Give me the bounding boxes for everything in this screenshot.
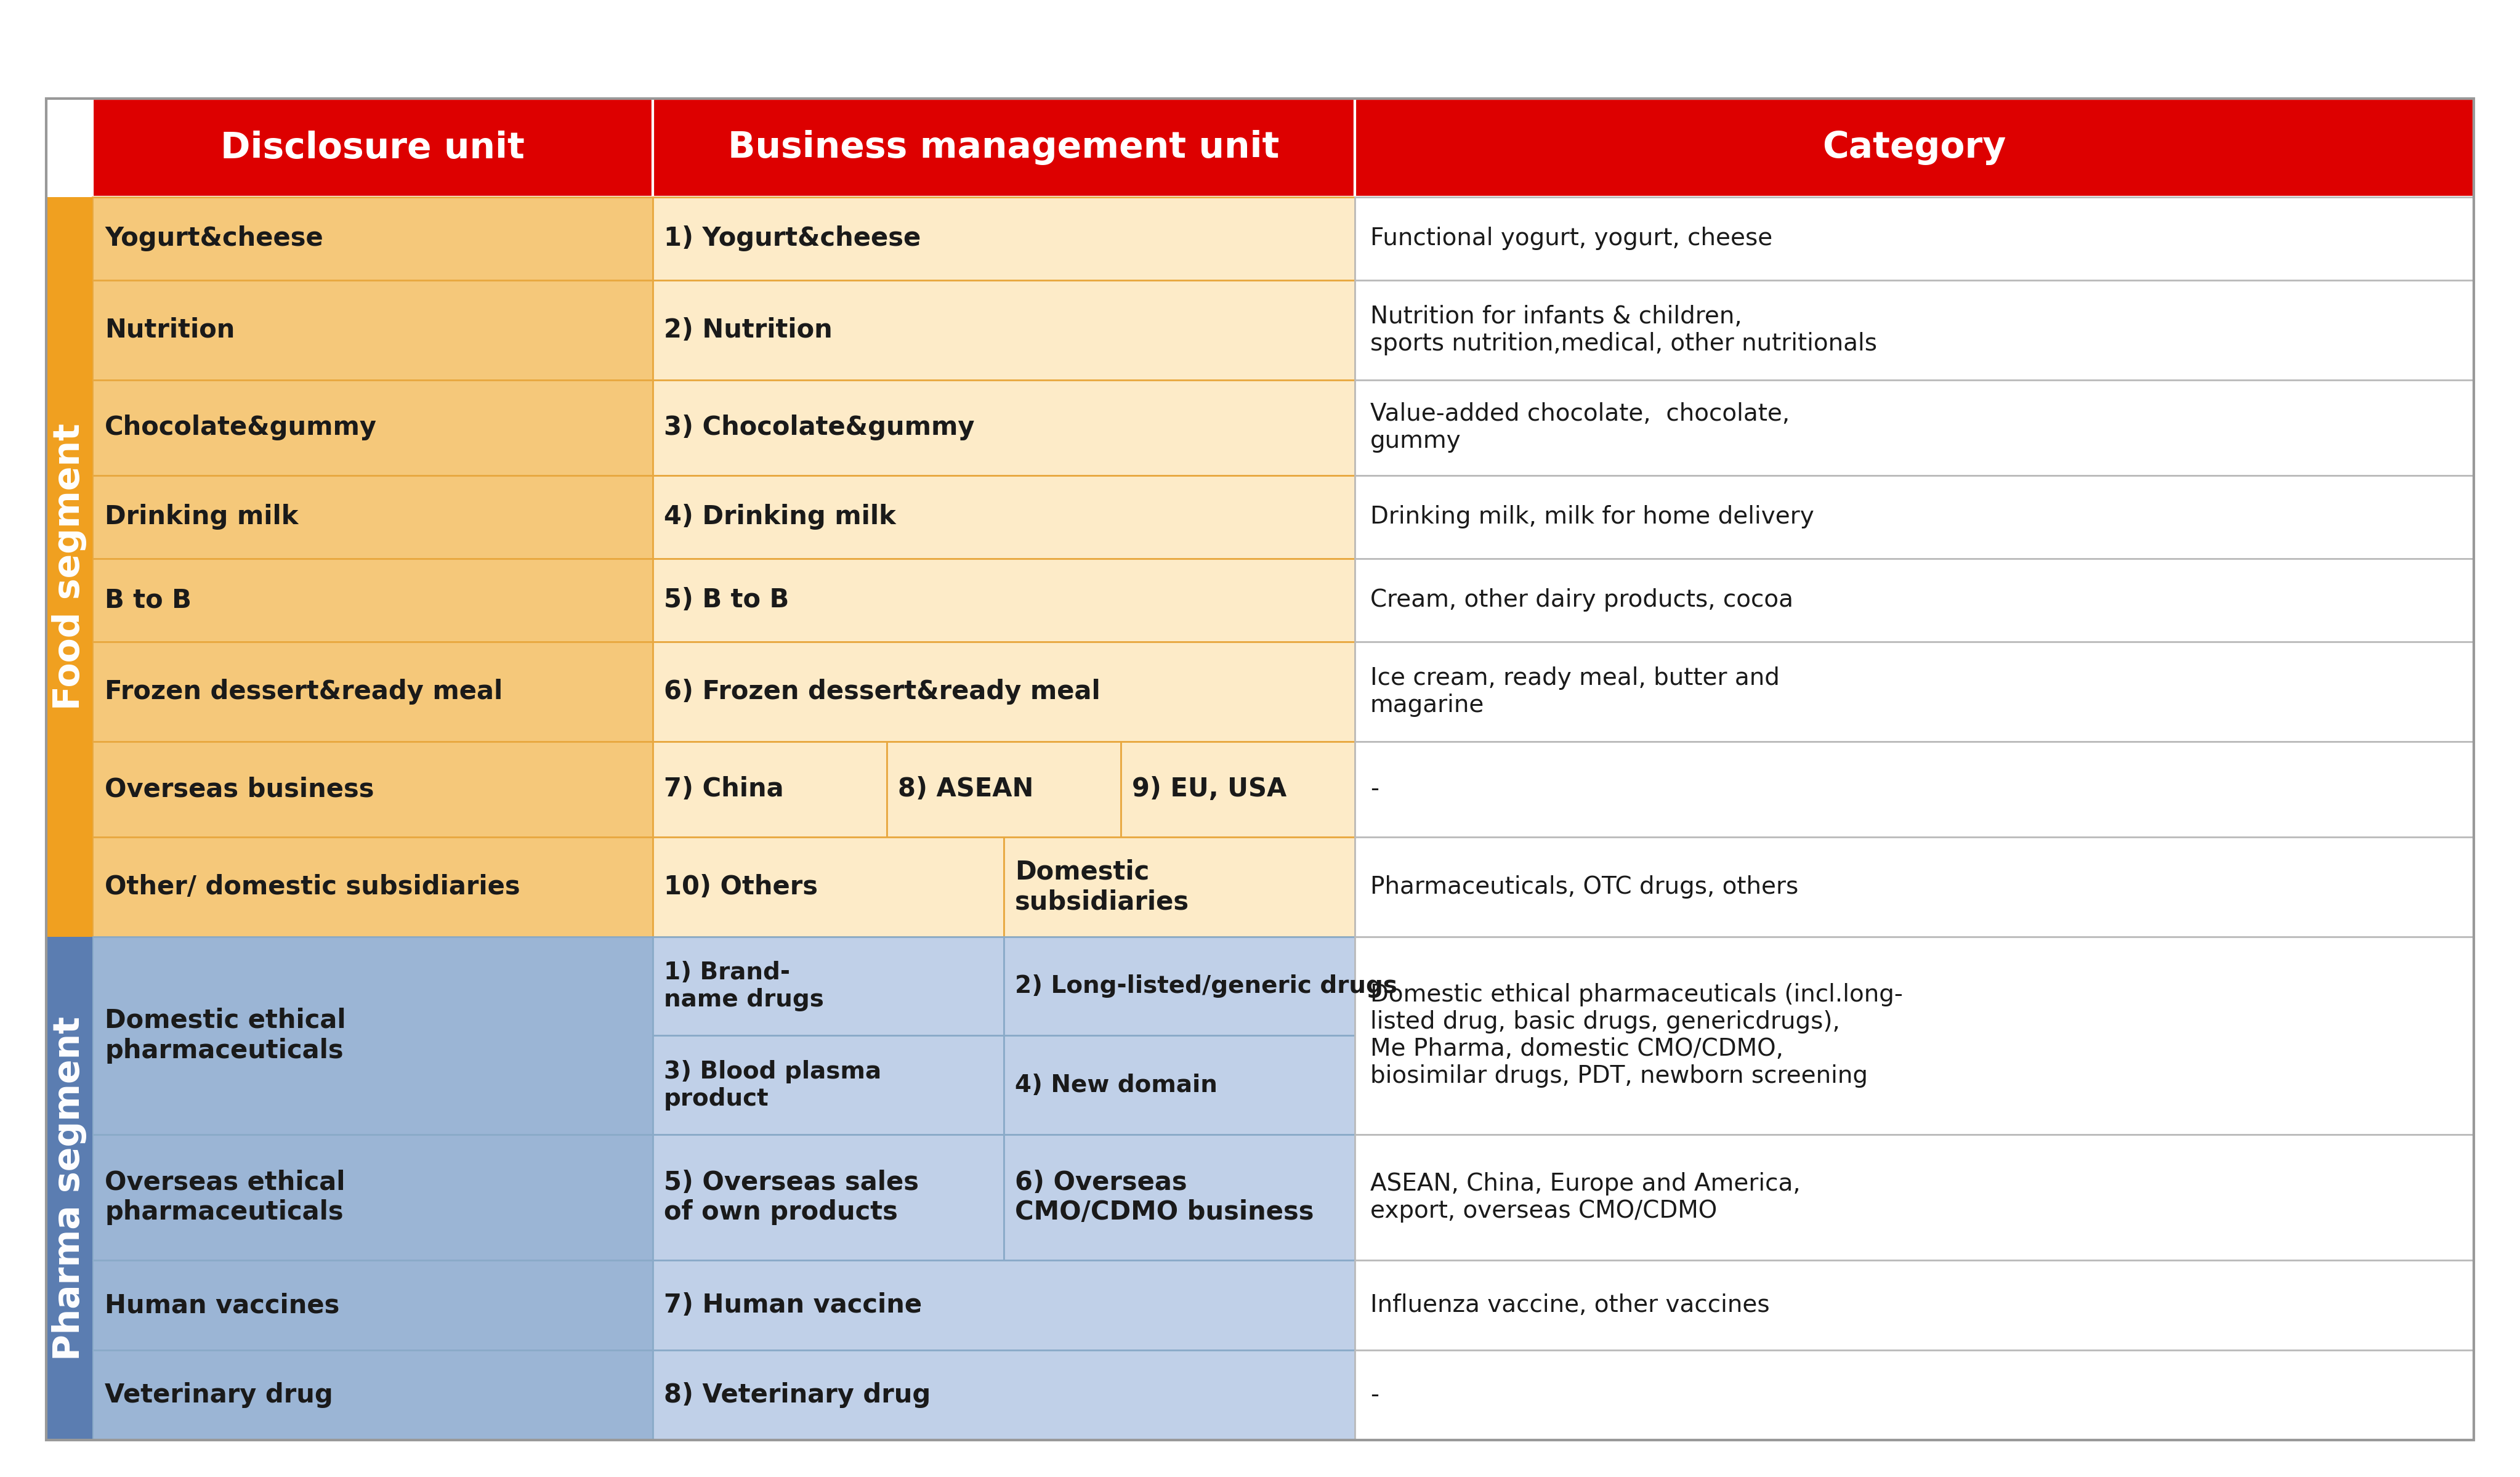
Text: Influenza vaccine, other vaccines: Influenza vaccine, other vaccines: [1371, 1294, 1769, 1317]
Text: Overseas ethical
pharmaceuticals: Overseas ethical pharmaceuticals: [106, 1170, 345, 1226]
Text: 1) Brand-
name drugs: 1) Brand- name drugs: [663, 962, 824, 1012]
Bar: [93, 837, 653, 936]
Text: Drinking milk: Drinking milk: [106, 504, 297, 530]
Text: Chocolate&gummy: Chocolate&gummy: [106, 415, 378, 440]
Bar: [1356, 99, 2475, 196]
Text: 7) Human vaccine: 7) Human vaccine: [663, 1292, 922, 1317]
Bar: [1356, 741, 2475, 837]
Bar: [93, 476, 653, 558]
Text: Other/ domestic subsidiaries: Other/ domestic subsidiaries: [106, 874, 519, 899]
Text: 7) China: 7) China: [663, 777, 784, 802]
Text: 6) Overseas
CMO/CDMO business: 6) Overseas CMO/CDMO business: [1016, 1170, 1313, 1226]
Bar: [653, 380, 1356, 476]
Text: 10) Others: 10) Others: [663, 874, 819, 899]
Bar: [1356, 380, 2475, 476]
Bar: [653, 936, 1003, 1035]
Text: Pharma segment: Pharma segment: [53, 1016, 86, 1360]
Bar: [1356, 936, 2475, 1134]
Bar: [93, 1260, 653, 1350]
Bar: [93, 380, 653, 476]
Text: Frozen dessert&ready meal: Frozen dessert&ready meal: [106, 678, 501, 705]
Bar: [45, 936, 93, 1440]
Bar: [1003, 1134, 1356, 1260]
Text: Value-added chocolate,  chocolate,
gummy: Value-added chocolate, chocolate, gummy: [1371, 402, 1789, 453]
Bar: [93, 196, 653, 281]
Text: 6) Frozen dessert&ready meal: 6) Frozen dessert&ready meal: [663, 678, 1101, 705]
Text: Drinking milk, milk for home delivery: Drinking milk, milk for home delivery: [1371, 505, 1814, 529]
Bar: [1003, 1035, 1356, 1134]
Text: ASEAN, China, Europe and America,
export, overseas CMO/CDMO: ASEAN, China, Europe and America, export…: [1371, 1173, 1799, 1223]
Text: Domestic ethical
pharmaceuticals: Domestic ethical pharmaceuticals: [106, 1007, 345, 1063]
Bar: [1356, 281, 2475, 380]
Bar: [93, 641, 653, 741]
Bar: [653, 281, 1356, 380]
Text: Ice cream, ready meal, butter and
magarine: Ice cream, ready meal, butter and magari…: [1371, 666, 1779, 716]
Bar: [653, 558, 1356, 641]
Bar: [93, 936, 653, 1134]
Bar: [1356, 641, 2475, 741]
Text: 9) EU, USA: 9) EU, USA: [1131, 777, 1288, 802]
Bar: [653, 1350, 1356, 1440]
Bar: [1121, 741, 1356, 837]
Text: Domestic
subsidiaries: Domestic subsidiaries: [1016, 860, 1189, 914]
Text: 5) B to B: 5) B to B: [663, 588, 789, 613]
Bar: [93, 558, 653, 641]
Bar: [653, 1260, 1356, 1350]
Text: B to B: B to B: [106, 588, 192, 613]
Bar: [1356, 1134, 2475, 1260]
Text: Nutrition for infants & children,
sports nutrition,medical, other nutritionals: Nutrition for infants & children, sports…: [1371, 304, 1877, 356]
Text: Business management unit: Business management unit: [728, 130, 1280, 165]
Bar: [653, 1134, 1003, 1260]
Bar: [93, 281, 653, 380]
Text: Food segment: Food segment: [53, 424, 86, 710]
Text: Veterinary drug: Veterinary drug: [106, 1382, 333, 1408]
Text: 4) Drinking milk: 4) Drinking milk: [663, 504, 897, 530]
Bar: [653, 196, 1356, 281]
Text: -: -: [1371, 777, 1378, 801]
Bar: [93, 1134, 653, 1260]
Bar: [1003, 936, 1356, 1035]
Text: Nutrition: Nutrition: [106, 318, 234, 343]
Bar: [93, 741, 653, 837]
Text: 3) Blood plasma
product: 3) Blood plasma product: [663, 1059, 882, 1111]
Bar: [1356, 558, 2475, 641]
Bar: [887, 741, 1121, 837]
Text: Functional yogurt, yogurt, cheese: Functional yogurt, yogurt, cheese: [1371, 227, 1772, 250]
Text: Domestic ethical pharmaceuticals (incl.long-
listed drug, basic drugs, genericdr: Domestic ethical pharmaceuticals (incl.l…: [1371, 984, 1903, 1089]
Bar: [1356, 476, 2475, 558]
Text: 4) New domain: 4) New domain: [1016, 1074, 1217, 1097]
Bar: [1356, 196, 2475, 281]
Bar: [93, 1350, 653, 1440]
Bar: [1356, 1350, 2475, 1440]
Text: Cream, other dairy products, cocoa: Cream, other dairy products, cocoa: [1371, 588, 1794, 611]
Text: Human vaccines: Human vaccines: [106, 1292, 340, 1317]
Bar: [45, 196, 93, 936]
Text: 2) Nutrition: 2) Nutrition: [663, 318, 832, 343]
Bar: [1003, 837, 1356, 936]
Text: 3) Chocolate&gummy: 3) Chocolate&gummy: [663, 415, 975, 440]
Text: 1) Yogurt&cheese: 1) Yogurt&cheese: [663, 226, 920, 251]
Text: 5) Overseas sales
of own products: 5) Overseas sales of own products: [663, 1170, 920, 1226]
Bar: [653, 641, 1356, 741]
Text: -: -: [1371, 1384, 1378, 1406]
Text: Pharmaceuticals, OTC drugs, others: Pharmaceuticals, OTC drugs, others: [1371, 874, 1799, 898]
Bar: [653, 99, 1356, 196]
Text: 8) ASEAN: 8) ASEAN: [897, 777, 1033, 802]
Bar: [653, 837, 1003, 936]
Bar: [1356, 1260, 2475, 1350]
Bar: [653, 1035, 1003, 1134]
Bar: [1356, 837, 2475, 936]
Text: Yogurt&cheese: Yogurt&cheese: [106, 226, 323, 251]
Bar: [93, 99, 653, 196]
Bar: [653, 741, 887, 837]
Bar: [653, 476, 1356, 558]
Text: Overseas business: Overseas business: [106, 777, 373, 802]
Text: 2) Long-listed/generic drugs: 2) Long-listed/generic drugs: [1016, 975, 1396, 998]
Text: Category: Category: [1822, 130, 2006, 165]
Text: Disclosure unit: Disclosure unit: [222, 130, 524, 165]
Text: 8) Veterinary drug: 8) Veterinary drug: [663, 1382, 930, 1408]
